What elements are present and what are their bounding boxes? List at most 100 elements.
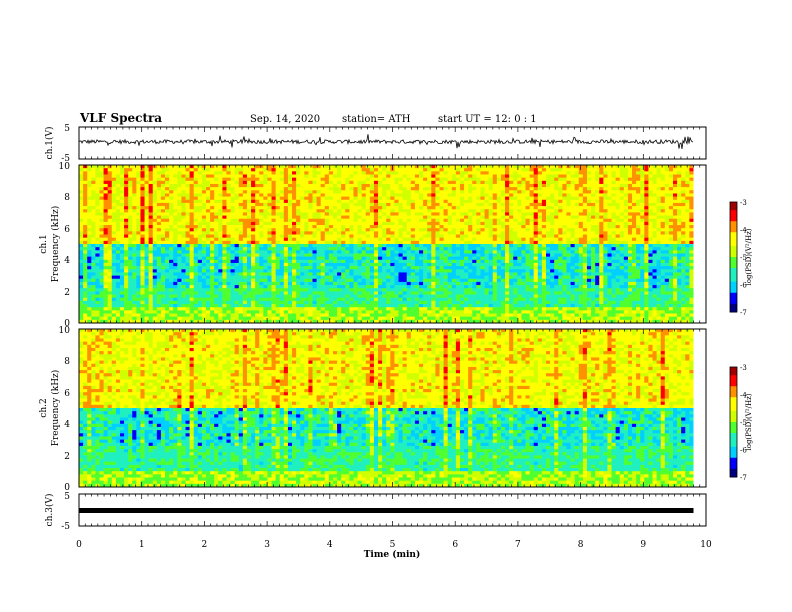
spectrogram-cell bbox=[324, 165, 330, 169]
spectrogram-cell bbox=[554, 256, 559, 261]
spectrogram-cell bbox=[550, 231, 555, 235]
spectrogram-cell bbox=[337, 183, 342, 188]
spectrogram-cell bbox=[83, 187, 88, 191]
spectrogram-cell bbox=[668, 190, 674, 194]
spectrogram-cell bbox=[332, 180, 338, 185]
spectrogram-cell bbox=[193, 228, 199, 232]
spectrogram-cell bbox=[83, 171, 88, 175]
spectrogram-cell bbox=[99, 209, 104, 213]
spectrogram-cell bbox=[582, 165, 588, 169]
spectrogram-cell bbox=[111, 218, 117, 223]
spectrogram-cell bbox=[472, 202, 477, 207]
spectrogram-cell bbox=[267, 256, 272, 261]
spectrogram-cell bbox=[181, 262, 186, 267]
spectrogram-cell bbox=[500, 240, 506, 245]
spectrogram-cell bbox=[210, 269, 215, 273]
spectrogram-cell bbox=[390, 253, 395, 258]
spectrogram-cell bbox=[677, 228, 682, 232]
spectrogram-cell bbox=[361, 225, 367, 229]
spectrogram-cell bbox=[586, 199, 592, 204]
spectrogram-cell bbox=[664, 165, 670, 169]
spectrogram-cell bbox=[664, 215, 670, 220]
spectrogram-cell bbox=[292, 250, 297, 254]
spectrogram-cell bbox=[283, 174, 289, 179]
spectrogram-cell bbox=[447, 187, 453, 191]
spectrogram-cell bbox=[152, 206, 158, 210]
spectrogram-cell bbox=[279, 206, 285, 210]
spectrogram-cell bbox=[578, 253, 584, 258]
spectrogram-cell bbox=[238, 187, 244, 191]
spectrogram-cell bbox=[128, 228, 133, 232]
spectrogram-cell bbox=[529, 180, 535, 185]
spectrogram-cell bbox=[197, 202, 203, 207]
spectrogram-cell bbox=[558, 171, 563, 175]
spectrogram-cell bbox=[451, 234, 457, 239]
spectrogram-cell bbox=[468, 212, 473, 216]
spectrogram-cell bbox=[119, 190, 125, 194]
spectrogram-cell bbox=[111, 180, 117, 185]
spectrogram-cell bbox=[685, 234, 690, 239]
spectrogram-cell bbox=[402, 180, 408, 185]
spectrogram-cell bbox=[201, 247, 207, 251]
spectrogram-cell bbox=[332, 237, 338, 242]
spectrogram-cell bbox=[644, 165, 649, 169]
spectrogram-cell bbox=[619, 190, 625, 194]
spectrogram-cell bbox=[152, 221, 158, 226]
spectrogram-cell bbox=[169, 187, 174, 191]
spectrogram-cell bbox=[136, 253, 141, 258]
spectrogram-cell bbox=[222, 215, 227, 220]
spectrogram-cell bbox=[111, 240, 117, 245]
spectrogram-cell bbox=[361, 199, 367, 204]
spectrogram-cell bbox=[226, 253, 231, 258]
spectrogram-cell bbox=[492, 177, 498, 182]
spectrogram-cell bbox=[238, 221, 244, 226]
spectrogram-cell bbox=[99, 171, 104, 175]
spectrogram-cell bbox=[476, 225, 481, 229]
spectrogram-cell bbox=[455, 206, 461, 210]
spectrogram-cell bbox=[455, 177, 461, 182]
ch1-spectrogram-image bbox=[79, 165, 706, 324]
spectrogram-cell bbox=[132, 171, 137, 175]
spectrogram-cell bbox=[226, 206, 231, 210]
spectrogram-cell bbox=[230, 202, 236, 207]
spectrogram-cell bbox=[165, 256, 170, 261]
spectrogram-cell bbox=[83, 202, 88, 207]
spectrogram-cell bbox=[447, 234, 453, 239]
spectrogram-cell bbox=[439, 174, 444, 179]
spectrogram-cell bbox=[201, 177, 207, 182]
spectrogram-cell bbox=[87, 259, 92, 264]
spectrogram-cell bbox=[242, 266, 248, 270]
spectrogram-cell bbox=[435, 206, 440, 210]
spectrogram-cell bbox=[529, 218, 535, 223]
spectrogram-cell bbox=[287, 237, 293, 242]
spectrogram-cell bbox=[283, 240, 289, 245]
spectrogram-cell bbox=[316, 171, 322, 175]
spectrogram-cell bbox=[128, 183, 133, 188]
spectrogram-cell bbox=[677, 215, 682, 220]
spectrogram-cell bbox=[132, 244, 137, 248]
spectrogram-cell bbox=[562, 183, 567, 188]
spectrogram-cell bbox=[664, 177, 670, 182]
spectrogram-cell bbox=[554, 240, 559, 245]
spectrogram-cell bbox=[582, 244, 588, 248]
spectrogram-cell bbox=[341, 237, 346, 242]
spectrogram-cell bbox=[369, 253, 375, 258]
spectrogram-cell bbox=[279, 262, 285, 267]
spectrogram-cell bbox=[492, 209, 498, 213]
spectrogram-cell bbox=[476, 244, 481, 248]
spectrogram-cell bbox=[148, 215, 154, 220]
spectrogram-cell bbox=[300, 177, 305, 182]
spectrogram-cell bbox=[578, 237, 584, 242]
spectrogram-cell bbox=[361, 193, 367, 197]
spectrogram-cell bbox=[226, 209, 231, 213]
spectrogram-cell bbox=[296, 171, 301, 175]
spectrogram-cell bbox=[185, 237, 191, 242]
spectrogram-cell bbox=[382, 247, 387, 251]
spectrogram-cell bbox=[545, 171, 551, 175]
spectrogram-cell bbox=[447, 218, 453, 223]
spectrogram-cell bbox=[627, 174, 633, 179]
spectrogram-cell bbox=[357, 250, 363, 254]
spectrogram-cell bbox=[529, 253, 535, 258]
spectrogram-cell bbox=[664, 206, 670, 210]
spectrogram-cell bbox=[627, 206, 633, 210]
